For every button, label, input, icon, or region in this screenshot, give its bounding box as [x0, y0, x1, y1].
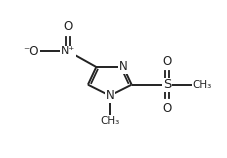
Text: CH₃: CH₃ [192, 80, 211, 90]
Text: N: N [118, 61, 127, 73]
Text: S: S [162, 78, 170, 91]
Text: N: N [105, 89, 114, 102]
Text: ⁻O: ⁻O [23, 45, 39, 58]
Text: O: O [162, 102, 171, 115]
Text: O: O [63, 20, 72, 33]
Text: O: O [162, 55, 171, 68]
Text: N⁺: N⁺ [61, 46, 75, 56]
Text: CH₃: CH₃ [100, 116, 119, 126]
